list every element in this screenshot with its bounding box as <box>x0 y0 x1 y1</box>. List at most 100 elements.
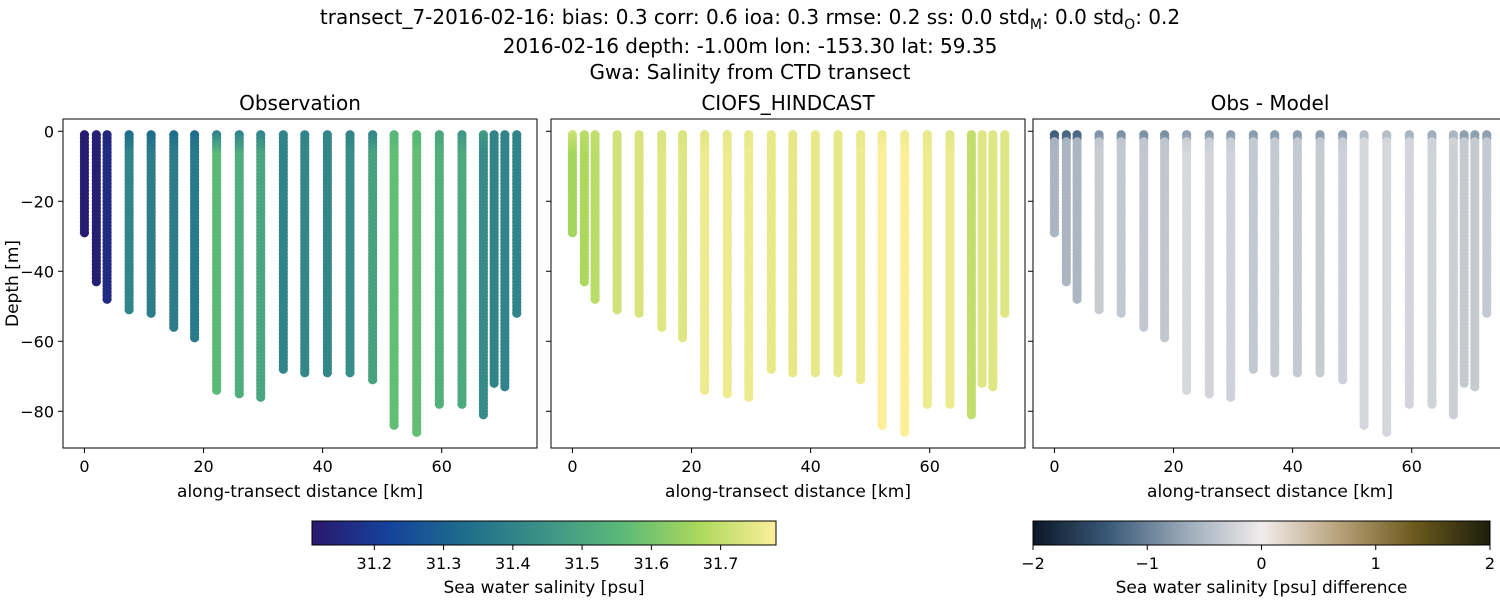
data-point <box>900 427 910 437</box>
figure-title-line-1: transect_7-2016-02-16: bias: 0.3 corr: 0… <box>0 5 1500 37</box>
title-stats-text: transect_7-2016-02-16: bias: 0.3 corr: 0… <box>319 5 1030 29</box>
station-profile <box>1404 130 1414 409</box>
station-profile <box>966 130 977 420</box>
data-point <box>977 378 987 388</box>
colorbar-tick-label: 31.3 <box>426 554 462 573</box>
station-profile <box>657 130 667 332</box>
station-profile <box>1000 130 1010 318</box>
data-point <box>368 375 378 385</box>
station-profile <box>478 130 489 420</box>
x-tick-label: 40 <box>1282 457 1302 476</box>
data-point <box>124 305 134 315</box>
y-tick-label: −20 <box>20 192 54 211</box>
colorbar-tick-label: −1 <box>1135 554 1159 573</box>
data-point <box>634 308 644 318</box>
data-point <box>489 378 499 388</box>
data-point <box>810 368 820 378</box>
data-point <box>788 368 798 378</box>
station-profile <box>489 130 499 388</box>
station-profile <box>1226 130 1236 402</box>
data-point <box>412 427 422 437</box>
station-profile <box>457 130 467 409</box>
station-profile <box>212 130 222 395</box>
station-profile <box>1204 130 1214 399</box>
panel-title: Observation <box>239 91 361 115</box>
scatter-points <box>567 130 1010 437</box>
station-profile <box>1139 130 1149 332</box>
data-point <box>79 228 90 238</box>
figure-title-line-2: 2016-02-16 depth: -1.00m lon: -153.30 la… <box>502 34 998 58</box>
station-profile <box>1182 130 1192 395</box>
station-profile <box>988 130 998 392</box>
station-profile <box>389 130 399 430</box>
station-profile <box>922 130 932 409</box>
y-axis-label: Depth [m] <box>3 240 23 327</box>
data-point <box>966 410 977 420</box>
y-tick-label: 0 <box>44 122 54 141</box>
data-point <box>1248 364 1258 374</box>
x-tick-label: 0 <box>567 457 577 476</box>
data-point <box>766 364 776 374</box>
station-profile <box>500 130 510 392</box>
axes-frame <box>62 118 538 449</box>
colorbar-tick-label: 31.5 <box>564 554 600 573</box>
colorbar-label: Sea water salinity [psu] <box>444 578 645 598</box>
data-point <box>1427 399 1437 409</box>
station-profile <box>1470 130 1480 392</box>
station-profile <box>1094 130 1104 315</box>
data-point <box>169 322 179 332</box>
station-profile <box>722 130 732 399</box>
station-profile <box>766 130 776 374</box>
station-profile <box>1448 130 1459 420</box>
data-point <box>678 333 688 343</box>
data-point <box>478 410 489 420</box>
colorbar-tick-label: 0 <box>1256 554 1266 573</box>
x-axis-label: along-transect distance [km] <box>1147 482 1393 502</box>
station-profile <box>1315 130 1325 378</box>
station-profile <box>567 130 578 238</box>
station-profile <box>833 130 843 378</box>
data-point <box>1382 427 1392 437</box>
data-point <box>1160 333 1170 343</box>
x-tick-label: 0 <box>1049 457 1059 476</box>
station-profile <box>1359 130 1369 430</box>
station-profile <box>945 130 955 409</box>
station-profile <box>300 130 310 378</box>
data-point <box>322 368 332 378</box>
station-profile <box>1049 130 1060 238</box>
data-point <box>988 382 998 392</box>
station-profile <box>1116 130 1126 318</box>
station-profile <box>345 130 355 378</box>
colorbar-tick-label: 1 <box>1371 554 1381 573</box>
axes-frame <box>550 118 1026 449</box>
colorbar-frame <box>311 520 777 546</box>
data-point <box>1000 308 1010 318</box>
data-point <box>278 364 288 374</box>
data-point <box>1226 392 1236 402</box>
station-profile <box>1292 130 1302 378</box>
data-point <box>300 368 310 378</box>
panel-title: Obs - Model <box>1211 91 1330 115</box>
data-point <box>1404 399 1414 409</box>
data-point <box>1482 308 1492 318</box>
station-profile <box>322 130 332 378</box>
data-point <box>1204 389 1214 399</box>
data-point <box>1182 385 1192 395</box>
title-stats-end: : 0.2 <box>1135 5 1181 29</box>
data-point <box>1338 375 1348 385</box>
station-profile <box>877 130 887 430</box>
station-profile <box>1459 130 1469 388</box>
data-point <box>1094 305 1104 315</box>
colorbar-gradient <box>312 521 776 545</box>
station-profile <box>579 130 589 287</box>
panel-title: CIOFS_HINDCAST <box>701 91 875 115</box>
station-profile <box>590 130 600 304</box>
x-tick-label: 60 <box>920 457 940 476</box>
x-tick-label: 20 <box>193 457 213 476</box>
station-profile <box>368 130 378 385</box>
x-tick-label: 0 <box>79 457 89 476</box>
station-profile <box>278 130 288 374</box>
figure-title-line-3: Gwa: Salinity from CTD transect <box>589 60 911 84</box>
